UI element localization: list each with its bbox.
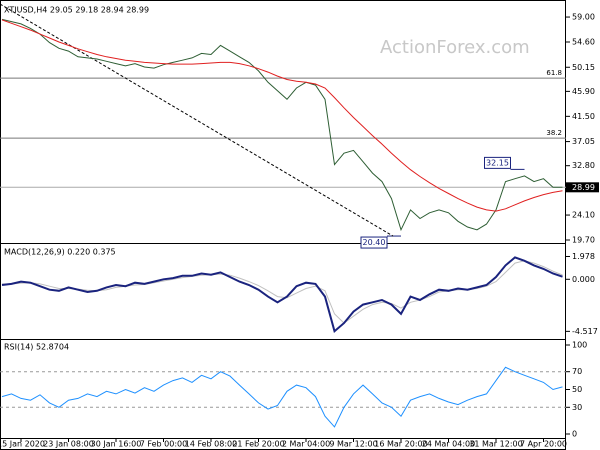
x-tick-label: 2 Mar 04:00 — [282, 440, 330, 449]
y-tick-label: 59.00 — [572, 13, 595, 22]
x-tick-label: 7 Apr 20:00 — [520, 440, 567, 449]
panel-title: MACD(12,26,9) 0.220 0.375 — [4, 248, 116, 257]
y-tick-label: 32.80 — [572, 161, 595, 170]
trendline — [0, 3, 394, 237]
x-tick-label: 9 Mar 12:00 — [329, 440, 377, 449]
x-tick-label: 16 Mar 20:00 — [374, 440, 427, 449]
annotation-box — [484, 156, 511, 169]
annotation-box — [360, 236, 388, 249]
y-tick-label: 0.000 — [572, 275, 595, 284]
annotation-label: 32.15 — [486, 158, 509, 167]
y-tick-label: 50.15 — [572, 63, 595, 72]
x-tick-label: 30 Jan 16:00 — [91, 440, 142, 449]
x-tick-label: 15 Jan 2020 — [0, 440, 45, 449]
y-tick-label: 41.50 — [572, 112, 595, 121]
series-line — [1, 19, 563, 212]
annotation-label: 20.40 — [363, 238, 386, 247]
y-tick-label: -4.517 — [572, 327, 598, 336]
y-tick-label: 19.70 — [572, 236, 595, 245]
series-line — [1, 366, 563, 428]
x-tick-label: 7 Feb 00:00 — [140, 440, 187, 449]
x-tick-label: 23 Jan 08:00 — [43, 440, 94, 449]
series-line — [1, 256, 563, 333]
y-tick-label: 24.10 — [572, 211, 595, 220]
series-line — [1, 18, 563, 232]
panel-title: RSI(14) 52.8704 — [4, 343, 69, 352]
y-tick-label: 37.05 — [572, 137, 595, 146]
frame — [0, 0, 566, 450]
panel-title: XTIUSD,H4 29.05 29.18 28.94 28.99 — [4, 6, 149, 15]
y-tick-label: 45.90 — [572, 87, 595, 96]
y-tick-label: 70 — [572, 367, 582, 376]
x-tick-label: 21 Feb 20:00 — [232, 440, 284, 449]
y-tick-label: 54.60 — [572, 38, 595, 47]
y-tick-label: 30 — [572, 403, 582, 412]
fib-label: 61.8 — [546, 69, 562, 77]
last-price-box — [566, 182, 599, 193]
y-tick-label: 50 — [572, 385, 582, 394]
x-tick-label: 14 Feb 08:00 — [185, 440, 237, 449]
fib-label: 38.2 — [546, 129, 562, 137]
last-price-label: 28.99 — [572, 183, 595, 192]
x-tick-label: 31 Mar 12:00 — [469, 440, 522, 449]
y-tick-label: 0 — [572, 430, 577, 439]
y-tick-label: 100 — [572, 341, 587, 350]
y-tick-label: 1.978 — [572, 252, 595, 261]
watermark: ActionForex.com — [380, 37, 530, 58]
x-tick-label: 24 Mar 04:00 — [422, 440, 475, 449]
